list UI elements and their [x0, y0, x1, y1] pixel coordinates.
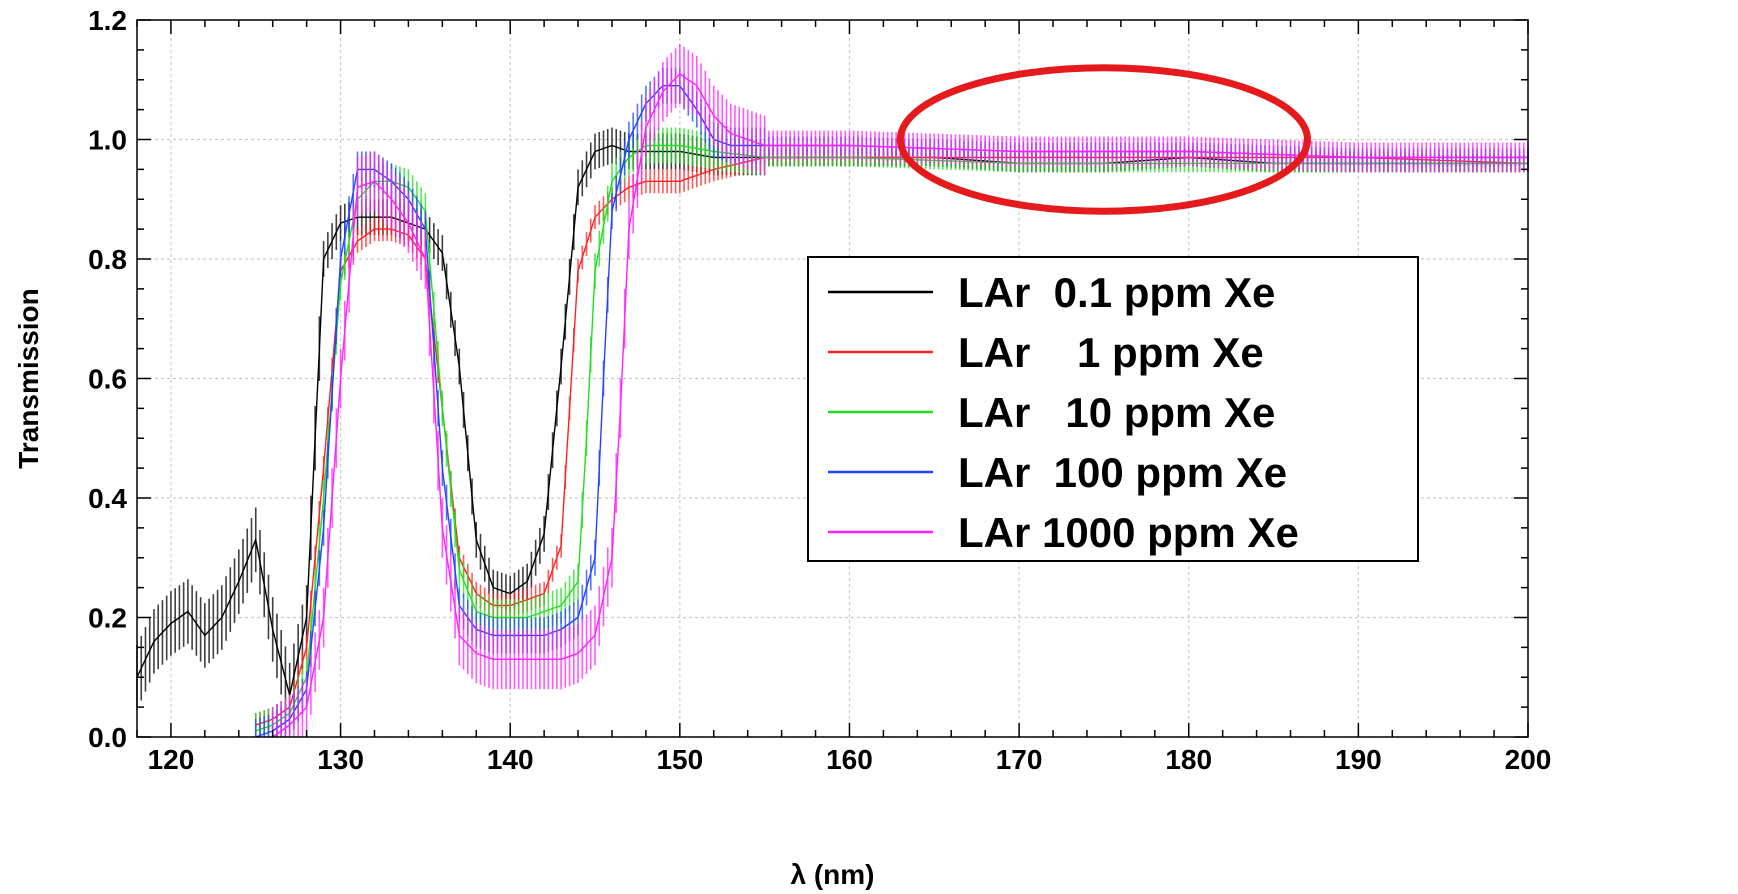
x-tick-label: 160 — [826, 744, 873, 775]
plot-series — [136, 43, 1529, 738]
legend-label: LAr 1000 ppm Xe — [958, 509, 1299, 556]
highlight-ellipse — [896, 64, 1311, 215]
y-tick-label: 0.4 — [88, 483, 127, 514]
x-tick-label: 190 — [1335, 744, 1382, 775]
x-axis-title: λ (nm) — [791, 859, 875, 890]
series-4 — [271, 43, 1529, 738]
y-axis-title: Transmission — [13, 288, 44, 469]
y-tick-label: 0.0 — [88, 722, 127, 753]
y-tick-label: 0.2 — [88, 603, 127, 634]
legend-label: LAr 1 ppm Xe — [958, 329, 1264, 376]
y-tick-label: 0.8 — [88, 244, 127, 275]
x-tick-label: 150 — [656, 744, 703, 775]
y-tick-label: 1.2 — [88, 5, 127, 36]
x-tick-label: 170 — [996, 744, 1043, 775]
legend: LAr 0.1 ppm Xe LAr 1 ppm Xe LAr 10 ppm Xe L… — [807, 256, 1419, 562]
x-tick-label: 130 — [317, 744, 364, 775]
legend-label: LAr 0.1 ppm Xe — [958, 269, 1275, 316]
x-tick-label: 180 — [1165, 744, 1212, 775]
axis-ticks: 120 130 140 150 160 170 180 190 200 0.0 0.2 0.4 0.6 0… — [88, 5, 1551, 775]
x-tick-label: 120 — [148, 744, 195, 775]
y-tick-label: 0.6 — [88, 364, 127, 395]
x-tick-label: 140 — [487, 744, 534, 775]
legend-label: LAr 100 ppm Xe — [958, 449, 1287, 496]
x-tick-label: 200 — [1505, 744, 1552, 775]
y-tick-label: 1.0 — [88, 125, 127, 156]
legend-box — [807, 256, 1419, 562]
legend-label: LAr 10 ppm Xe — [958, 389, 1275, 436]
